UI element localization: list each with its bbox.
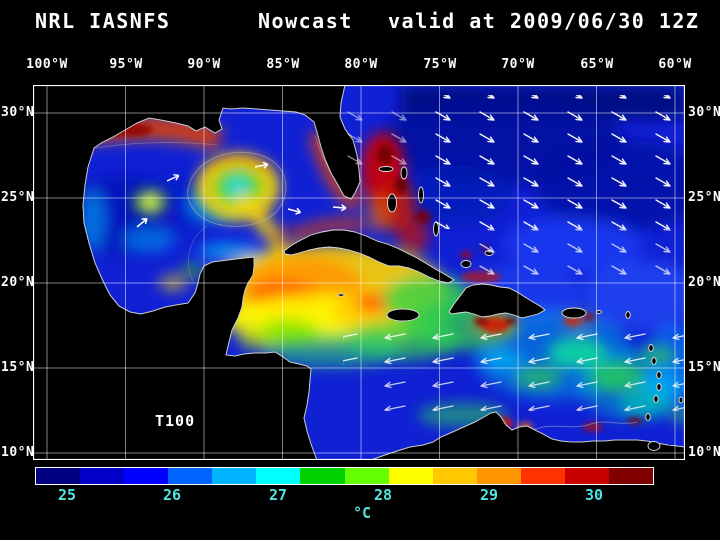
colorbar-tick: 30 xyxy=(584,486,604,504)
lon-label: 80°W xyxy=(344,57,378,72)
lat-label: 20°N xyxy=(1,275,35,290)
lat-label: 15°N xyxy=(688,360,720,375)
lon-label: 85°W xyxy=(266,57,300,72)
colorbar-segment xyxy=(520,468,565,484)
map-canvas: T100 xyxy=(33,85,685,460)
trinidad xyxy=(647,441,661,451)
lon-label: 75°W xyxy=(423,57,457,72)
colorbar-unit: °C xyxy=(352,504,372,522)
colorbar-segment xyxy=(476,468,521,484)
colorbar-tick: 26 xyxy=(162,486,182,504)
colorbar xyxy=(35,467,654,485)
lon-label: 90°W xyxy=(187,57,221,72)
south-america xyxy=(370,411,685,460)
colorbar-tick: 29 xyxy=(479,486,499,504)
colorbar-tick: 25 xyxy=(57,486,77,504)
colorbar-segment xyxy=(124,468,169,484)
colorbar-segment xyxy=(388,468,433,484)
colorbar-tick: 27 xyxy=(268,486,288,504)
lon-label: 70°W xyxy=(501,57,535,72)
map-frame: T100 xyxy=(33,85,685,460)
lat-label: 10°N xyxy=(688,445,720,460)
valid-time: valid at 2009/06/30 12Z xyxy=(388,9,700,33)
product-name: Nowcast xyxy=(258,9,353,33)
colorbar-segment xyxy=(564,468,610,484)
lat-label: 30°N xyxy=(688,105,720,120)
colorbar-segment xyxy=(36,468,81,484)
colorbar-segment xyxy=(344,468,389,484)
map-border xyxy=(33,85,685,460)
lon-label: 95°W xyxy=(109,57,143,72)
lat-label: 10°N xyxy=(1,445,35,460)
landmass xyxy=(33,85,685,460)
lon-label: 60°W xyxy=(658,57,692,72)
lon-label: 100°W xyxy=(26,57,68,72)
lat-label: 25°N xyxy=(688,190,720,205)
puerto-rico xyxy=(561,307,587,319)
lon-label: 65°W xyxy=(580,57,614,72)
model-name: NRL IASNFS xyxy=(35,9,171,33)
lat-label: 20°N xyxy=(688,275,720,290)
colorbar-segment xyxy=(80,468,125,484)
colorbar-segment xyxy=(256,468,301,484)
colorbar-segment xyxy=(432,468,477,484)
jamaica xyxy=(386,308,420,322)
north-central-america xyxy=(33,85,361,460)
lat-label: 15°N xyxy=(1,360,35,375)
colorbar-tick: 28 xyxy=(373,486,393,504)
colorbar-segment xyxy=(609,468,654,484)
colorbar-segment xyxy=(168,468,213,484)
lat-label: 25°N xyxy=(1,190,35,205)
vector-arrows xyxy=(339,95,685,411)
colorbar-segment xyxy=(300,468,345,484)
depth-annotation: T100 xyxy=(155,412,195,430)
colorbar-segment xyxy=(212,468,257,484)
lat-label: 30°N xyxy=(1,105,35,120)
